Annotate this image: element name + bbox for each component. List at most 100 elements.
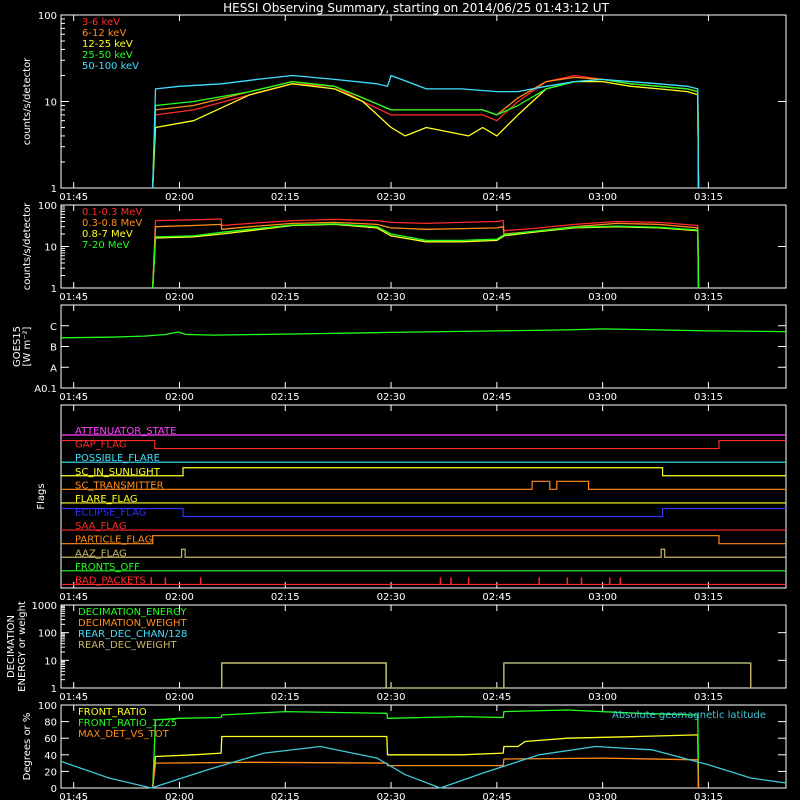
ratio-series-line xyxy=(152,734,700,789)
highE-frame xyxy=(60,204,787,289)
highE-series xyxy=(152,223,700,289)
flag-line xyxy=(61,535,786,545)
lowE-frame xyxy=(60,14,787,189)
goes-xtick-label: 02:00 xyxy=(165,392,194,403)
flags-xtick-label: 03:15 xyxy=(694,592,723,603)
ratio-legend-entry: FRONT_RATIO xyxy=(78,707,147,718)
flag-label: GAP_FLAG xyxy=(75,440,127,451)
ratio-ytick-label: 60 xyxy=(44,734,57,745)
ratio-series xyxy=(152,709,700,789)
highE-legend-entry: 7-20 MeV xyxy=(82,240,130,251)
decim-legend-entry: REAR_DEC_WEIGHT xyxy=(78,640,177,651)
lowE-xtick-label: 02:45 xyxy=(482,192,511,203)
lowE-series xyxy=(152,78,700,189)
decim-series xyxy=(221,662,752,689)
highE-series-line xyxy=(152,223,700,289)
decim-ytick-label: 1000 xyxy=(32,601,57,612)
flags-xtick-label: 02:30 xyxy=(377,592,406,603)
panels-layer: 01:45 02:00 02:15 02:30 02:45 03:00 03:15 1 10 10… xyxy=(6,11,787,800)
ratio-series xyxy=(152,734,700,789)
lowE-legend-entry: 6-12 keV xyxy=(82,28,126,39)
lowE-series-line xyxy=(152,74,700,189)
flags-xtick-label: 02:15 xyxy=(271,592,300,603)
goes-ytick-label: A xyxy=(50,363,57,374)
flag-label: FRONTS_OFF xyxy=(75,562,140,573)
highE-ytick-label: 1 xyxy=(51,284,57,295)
lowE-ytick-label: 10 xyxy=(44,98,57,109)
ratio-xtick-label: 02:30 xyxy=(377,792,406,800)
chart-title: HESSI Observing Summary, starting on 201… xyxy=(223,1,609,15)
decim-xtick-label: 01:45 xyxy=(59,692,88,703)
ratio-xtick-label: 03:15 xyxy=(694,792,723,800)
flags-xtick-label: 03:00 xyxy=(588,592,617,603)
highE-xtick-label: 02:00 xyxy=(165,292,194,303)
flag-row: POSSIBLE_FLARE xyxy=(61,453,786,464)
highE-xtick-label: 03:15 xyxy=(694,292,723,303)
flag-label: SAA_FLAG xyxy=(75,521,126,532)
decim-series-line xyxy=(221,662,752,689)
ratio-legend-entry: FRONT_RATIO_1225 xyxy=(78,718,177,729)
goes-xtick-label: 01:45 xyxy=(59,392,88,403)
lowE-xtick-label: 02:00 xyxy=(165,192,194,203)
highE-xtick-label: 02:30 xyxy=(377,292,406,303)
highE-ylabel: counts/s/detector xyxy=(22,202,33,290)
flag-row: SC_TRANSMITTER xyxy=(61,480,786,491)
flag-row: FRONTS_OFF xyxy=(61,562,786,573)
goes-ytick-label: A0.1 xyxy=(34,384,57,395)
lowE-panel: 01:45 02:00 02:15 02:30 02:45 03:00 03:15 1 10 10… xyxy=(22,11,787,203)
goes-yunit: [W m⁻²] xyxy=(22,326,33,366)
flags-frame xyxy=(60,404,787,589)
ratio-xtick-label: 01:45 xyxy=(59,792,88,800)
goes-xtick-label: 02:45 xyxy=(482,392,511,403)
decim-xtick-label: 03:00 xyxy=(588,692,617,703)
ratio-ytick-label: 80 xyxy=(44,718,57,729)
goes-ytick-label: B xyxy=(50,343,57,354)
flag-label: POSSIBLE_FLARE xyxy=(75,453,160,464)
ratio-xtick-label: 02:45 xyxy=(482,792,511,800)
highE-legend-entry: 0.8-7 MeV xyxy=(82,229,133,240)
flag-row: GAP_FLAG xyxy=(61,440,786,451)
goes-series-line xyxy=(60,328,787,339)
lowE-series xyxy=(152,74,700,189)
highE-ytick-label: 10 xyxy=(44,243,57,254)
decim-ylabel-2: ENERGY or weight xyxy=(17,601,28,692)
flag-row: ECLIPSE_FLAG xyxy=(61,508,786,519)
flag-label: ATTENUATOR_STATE xyxy=(75,426,176,437)
lowE-xtick-label: 02:30 xyxy=(377,192,406,203)
goes-xtick-label: 03:15 xyxy=(694,392,723,403)
decim-ytick-label: 100 xyxy=(38,629,57,640)
highE-series-line xyxy=(152,218,700,289)
ratio-legend-entry: MAX_DET_VS_TOT xyxy=(78,729,170,740)
highE-xtick-label: 03:00 xyxy=(588,292,617,303)
ratio-ytick-label: 100 xyxy=(38,701,57,712)
flag-row: ATTENUATOR_STATE xyxy=(61,426,786,437)
lowE-ytick-label: 100 xyxy=(38,11,57,22)
flag-line xyxy=(61,467,786,477)
goes-xtick-label: 02:15 xyxy=(271,392,300,403)
flag-label: FLARE_FLAG xyxy=(75,494,138,505)
highE-xtick-label: 02:45 xyxy=(482,292,511,303)
highE-ytick-label: 100 xyxy=(38,201,57,212)
decim-legend-entry: DECIMATION_ENERGY xyxy=(78,607,187,618)
decim-panel: 01:45 02:00 02:15 02:30 02:45 03:00 03:15 1 10 10… xyxy=(6,601,787,703)
decim-xtick-label: 02:30 xyxy=(377,692,406,703)
highE-series xyxy=(152,221,700,289)
decim-xtick-label: 02:45 xyxy=(482,692,511,703)
ratio-series-line xyxy=(152,757,700,789)
ratio-ytick-label: 40 xyxy=(44,751,57,762)
flag-label: ECLIPSE_FLAG xyxy=(75,508,146,519)
flag-label: SC_IN_SUNLIGHT xyxy=(75,467,161,478)
lowE-series-line xyxy=(152,80,700,189)
ratio-ytick-label: 20 xyxy=(44,767,57,778)
flag-line xyxy=(61,480,786,490)
flag-line xyxy=(61,548,786,558)
flag-label: BAD_PACKETS xyxy=(75,575,146,586)
flags-ylabel: Flags xyxy=(36,483,47,509)
decim-xtick-label: 03:15 xyxy=(694,692,723,703)
flag-line xyxy=(61,439,786,450)
ratio-frame xyxy=(60,704,787,789)
decim-ylabel-1: DECIMATION xyxy=(6,615,17,678)
lowE-legend-entry: 12-25 keV xyxy=(82,39,133,50)
lowE-series-line xyxy=(152,74,700,189)
